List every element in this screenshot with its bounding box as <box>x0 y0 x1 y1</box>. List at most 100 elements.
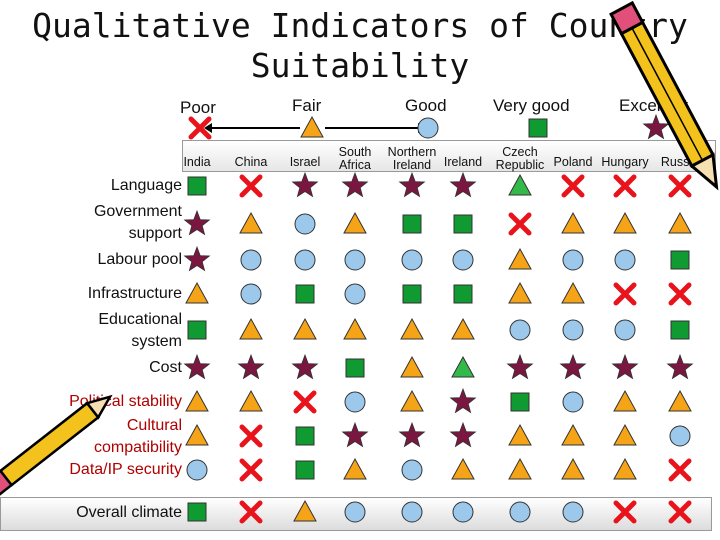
rating-very-good-square <box>402 214 422 234</box>
country-header: Ireland <box>423 156 503 169</box>
scale-label: Good <box>405 96 447 115</box>
rating-fair-triangle <box>451 355 475 378</box>
rating-poor-cross <box>668 500 692 524</box>
rating-fair-triangle <box>185 281 209 304</box>
rating-good-circle <box>344 283 366 305</box>
rating-poor-cross <box>293 390 317 414</box>
rating-fair-triangle <box>613 423 637 446</box>
country-name-line: Czech <box>502 145 538 159</box>
rating-very-good-square <box>510 392 530 412</box>
scale-label: Very good <box>493 96 570 115</box>
indicator-label: Language <box>111 175 182 197</box>
rating-very-good-square <box>187 320 207 340</box>
rating-fair-triangle <box>400 355 424 378</box>
country-header: South Africa <box>315 146 395 172</box>
indicator-label-line: system <box>131 333 182 350</box>
scale-symbol-excellent-star <box>642 113 670 140</box>
rating-very-good-square <box>187 176 207 196</box>
rating-excellent-star <box>449 421 477 448</box>
scale-symbol-very-good-square <box>528 118 548 138</box>
rating-very-good-square <box>295 460 315 480</box>
rating-very-good-square <box>453 214 473 234</box>
rating-good-circle <box>562 391 584 413</box>
rating-poor-cross <box>508 212 532 236</box>
indicator-label-line: Educational <box>98 311 182 328</box>
rating-fair-triangle <box>613 211 637 234</box>
scale-symbol-fair-triangle <box>300 115 324 138</box>
rating-fair-triangle <box>561 281 585 304</box>
rating-good-circle <box>614 319 636 341</box>
rating-excellent-star <box>237 353 265 380</box>
indicator-label-line: Infrastructure <box>87 285 182 302</box>
rating-good-circle <box>562 501 584 523</box>
rating-fair-triangle <box>293 499 317 522</box>
rating-excellent-star <box>183 353 211 380</box>
country-header: Hungary <box>585 156 665 169</box>
pencil-icon <box>0 394 113 497</box>
rating-fair-triangle <box>508 247 532 270</box>
rating-fair-triangle <box>613 457 637 480</box>
rating-fair-triangle <box>561 457 585 480</box>
slide-title: Qualitative Indicators of Country Suitab… <box>0 6 720 86</box>
country-header: Czech Republic <box>480 146 560 172</box>
rating-poor-cross <box>239 458 263 482</box>
rating-excellent-star <box>506 353 534 380</box>
scale-label: Fair <box>292 96 322 115</box>
rating-excellent-star <box>183 245 211 272</box>
country-name-line: Northern <box>387 145 437 159</box>
indicator-label-line: Data/IP security <box>69 461 182 478</box>
indicator-label-line: Cultural <box>126 417 182 434</box>
rating-very-good-square <box>453 284 473 304</box>
rating-poor-cross <box>239 174 263 198</box>
rating-good-circle <box>669 425 691 447</box>
rating-excellent-star <box>183 209 211 236</box>
rating-good-circle <box>294 213 316 235</box>
rating-fair-triangle <box>508 173 532 196</box>
rating-excellent-star <box>341 421 369 448</box>
indicator-label-line: Cost <box>149 359 182 376</box>
rating-fair-triangle <box>185 389 209 412</box>
rating-good-circle <box>240 249 262 271</box>
rating-fair-triangle <box>561 211 585 234</box>
rating-very-good-square <box>345 358 365 378</box>
scale-arrowhead-left <box>204 123 212 133</box>
indicator-label: Cultural compatibility <box>94 415 182 459</box>
rating-good-circle <box>294 249 316 271</box>
title-line: Qualitative Indicators of Country <box>32 6 688 45</box>
rating-excellent-star <box>449 387 477 414</box>
country-name-line: Poland <box>553 155 593 169</box>
rating-excellent-star <box>398 171 426 198</box>
rating-good-circle <box>509 501 531 523</box>
rating-fair-triangle <box>343 317 367 340</box>
rating-very-good-square <box>670 250 690 270</box>
rating-poor-cross <box>668 174 692 198</box>
rating-good-circle <box>344 501 366 523</box>
rating-good-circle <box>344 391 366 413</box>
country-header: Israel <box>265 156 345 169</box>
rating-poor-cross <box>613 500 637 524</box>
country-name-line: Hungary <box>601 155 649 169</box>
country-name-line: Ireland <box>392 158 432 172</box>
indicator-label-line: Labour pool <box>97 251 182 268</box>
rating-fair-triangle <box>239 317 263 340</box>
scale-symbol-poor-cross <box>188 116 212 140</box>
rating-fair-triangle <box>508 281 532 304</box>
rating-good-circle <box>562 249 584 271</box>
rating-fair-triangle <box>293 317 317 340</box>
rating-good-circle <box>401 501 423 523</box>
rating-poor-cross <box>239 424 263 448</box>
indicator-label: Data/IP security <box>69 459 182 481</box>
indicator-label: Cost <box>149 357 182 379</box>
rating-good-circle <box>452 501 474 523</box>
rating-poor-cross <box>613 282 637 306</box>
rating-good-circle <box>562 319 584 341</box>
rating-poor-cross <box>613 174 637 198</box>
rating-good-circle <box>401 459 423 481</box>
rating-excellent-star <box>291 353 319 380</box>
country-header: India <box>157 156 237 169</box>
indicator-label-line: support <box>128 225 182 242</box>
rating-excellent-star <box>341 171 369 198</box>
rating-fair-triangle <box>239 211 263 234</box>
rating-fair-triangle <box>239 389 263 412</box>
scale-label: Poor <box>180 98 216 117</box>
